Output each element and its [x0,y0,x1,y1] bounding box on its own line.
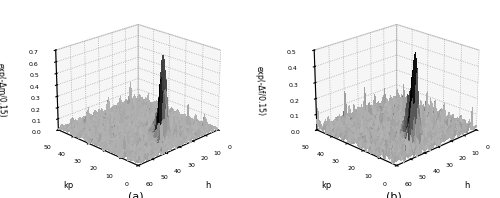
Text: (b): (b) [386,191,402,198]
Text: (a): (a) [128,191,144,198]
X-axis label: h: h [464,181,469,190]
Y-axis label: kp: kp [63,181,74,190]
Y-axis label: kp: kp [322,181,332,190]
X-axis label: h: h [206,181,210,190]
